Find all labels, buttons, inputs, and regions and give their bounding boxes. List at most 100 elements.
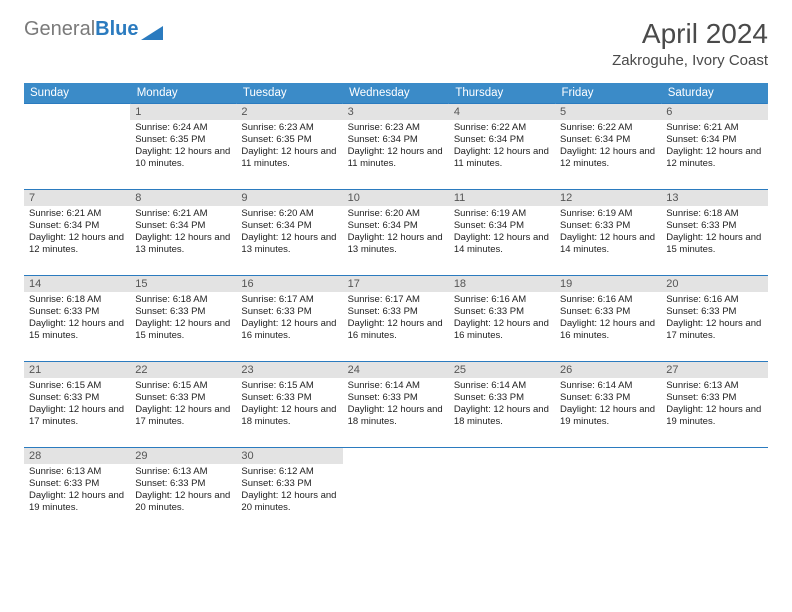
- sunrise-text: Sunrise: 6:13 AM: [666, 380, 762, 392]
- location: Zakroguhe, Ivory Coast: [612, 52, 768, 69]
- sunset-text: Sunset: 6:34 PM: [666, 134, 762, 146]
- day-details: Sunrise: 6:16 AMSunset: 6:33 PMDaylight:…: [449, 292, 555, 346]
- day-details: Sunrise: 6:18 AMSunset: 6:33 PMDaylight:…: [661, 206, 767, 260]
- day-details: Sunrise: 6:18 AMSunset: 6:33 PMDaylight:…: [130, 292, 236, 346]
- sunset-text: Sunset: 6:35 PM: [135, 134, 231, 146]
- daylight-text: Daylight: 12 hours and 17 minutes.: [29, 404, 125, 428]
- calendar-day-cell: 22Sunrise: 6:15 AMSunset: 6:33 PMDayligh…: [130, 362, 236, 448]
- daylight-text: Daylight: 12 hours and 17 minutes.: [666, 318, 762, 342]
- sunset-text: Sunset: 6:33 PM: [348, 392, 444, 404]
- sunset-text: Sunset: 6:33 PM: [454, 392, 550, 404]
- day-number: 2: [236, 104, 342, 120]
- calendar-day-cell: [343, 448, 449, 534]
- sunrise-text: Sunrise: 6:14 AM: [454, 380, 550, 392]
- day-header: Thursday: [449, 83, 555, 104]
- sunset-text: Sunset: 6:33 PM: [348, 306, 444, 318]
- day-details: Sunrise: 6:21 AMSunset: 6:34 PMDaylight:…: [130, 206, 236, 260]
- day-details: Sunrise: 6:14 AMSunset: 6:33 PMDaylight:…: [343, 378, 449, 432]
- logo: GeneralBlue: [24, 18, 163, 41]
- day-details: Sunrise: 6:13 AMSunset: 6:33 PMDaylight:…: [661, 378, 767, 432]
- sunrise-text: Sunrise: 6:17 AM: [241, 294, 337, 306]
- calendar-day-cell: 20Sunrise: 6:16 AMSunset: 6:33 PMDayligh…: [661, 276, 767, 362]
- day-number: 15: [130, 276, 236, 292]
- day-details: Sunrise: 6:12 AMSunset: 6:33 PMDaylight:…: [236, 464, 342, 518]
- day-header: Sunday: [24, 83, 130, 104]
- calendar-day-cell: 17Sunrise: 6:17 AMSunset: 6:33 PMDayligh…: [343, 276, 449, 362]
- day-number: 5: [555, 104, 661, 120]
- daylight-text: Daylight: 12 hours and 18 minutes.: [241, 404, 337, 428]
- daylight-text: Daylight: 12 hours and 10 minutes.: [135, 146, 231, 170]
- day-header: Wednesday: [343, 83, 449, 104]
- calendar-day-cell: 21Sunrise: 6:15 AMSunset: 6:33 PMDayligh…: [24, 362, 130, 448]
- day-details: Sunrise: 6:15 AMSunset: 6:33 PMDaylight:…: [130, 378, 236, 432]
- sunset-text: Sunset: 6:33 PM: [454, 306, 550, 318]
- calendar-day-cell: 3Sunrise: 6:23 AMSunset: 6:34 PMDaylight…: [343, 104, 449, 190]
- calendar-day-cell: 15Sunrise: 6:18 AMSunset: 6:33 PMDayligh…: [130, 276, 236, 362]
- daylight-text: Daylight: 12 hours and 11 minutes.: [348, 146, 444, 170]
- daylight-text: Daylight: 12 hours and 19 minutes.: [560, 404, 656, 428]
- sunrise-text: Sunrise: 6:18 AM: [666, 208, 762, 220]
- calendar-day-cell: 2Sunrise: 6:23 AMSunset: 6:35 PMDaylight…: [236, 104, 342, 190]
- sunrise-text: Sunrise: 6:15 AM: [241, 380, 337, 392]
- sunrise-text: Sunrise: 6:13 AM: [135, 466, 231, 478]
- day-number: 12: [555, 190, 661, 206]
- daylight-text: Daylight: 12 hours and 19 minutes.: [666, 404, 762, 428]
- sunrise-text: Sunrise: 6:14 AM: [560, 380, 656, 392]
- day-details: Sunrise: 6:15 AMSunset: 6:33 PMDaylight:…: [236, 378, 342, 432]
- day-details: Sunrise: 6:16 AMSunset: 6:33 PMDaylight:…: [555, 292, 661, 346]
- day-details: Sunrise: 6:22 AMSunset: 6:34 PMDaylight:…: [555, 120, 661, 174]
- sunset-text: Sunset: 6:33 PM: [135, 306, 231, 318]
- calendar-day-cell: [449, 448, 555, 534]
- day-details: Sunrise: 6:20 AMSunset: 6:34 PMDaylight:…: [236, 206, 342, 260]
- daylight-text: Daylight: 12 hours and 16 minutes.: [241, 318, 337, 342]
- day-header: Monday: [130, 83, 236, 104]
- sunrise-text: Sunrise: 6:15 AM: [29, 380, 125, 392]
- daylight-text: Daylight: 12 hours and 11 minutes.: [454, 146, 550, 170]
- calendar-page: { "logo": { "text_gray": "General", "tex…: [0, 0, 792, 552]
- day-number: 18: [449, 276, 555, 292]
- day-number: 20: [661, 276, 767, 292]
- title-block: April 2024 Zakroguhe, Ivory Coast: [612, 18, 768, 69]
- sunset-text: Sunset: 6:33 PM: [241, 478, 337, 490]
- sunrise-text: Sunrise: 6:24 AM: [135, 122, 231, 134]
- calendar-day-cell: 18Sunrise: 6:16 AMSunset: 6:33 PMDayligh…: [449, 276, 555, 362]
- sunrise-text: Sunrise: 6:19 AM: [560, 208, 656, 220]
- calendar-day-cell: 6Sunrise: 6:21 AMSunset: 6:34 PMDaylight…: [661, 104, 767, 190]
- daylight-text: Daylight: 12 hours and 11 minutes.: [241, 146, 337, 170]
- calendar-week-row: 1Sunrise: 6:24 AMSunset: 6:35 PMDaylight…: [24, 104, 768, 190]
- calendar-day-cell: [555, 448, 661, 534]
- sunset-text: Sunset: 6:33 PM: [29, 306, 125, 318]
- day-number: 28: [24, 448, 130, 464]
- calendar-day-cell: 27Sunrise: 6:13 AMSunset: 6:33 PMDayligh…: [661, 362, 767, 448]
- day-number: 21: [24, 362, 130, 378]
- daylight-text: Daylight: 12 hours and 18 minutes.: [454, 404, 550, 428]
- day-details: Sunrise: 6:23 AMSunset: 6:35 PMDaylight:…: [236, 120, 342, 174]
- day-number: 25: [449, 362, 555, 378]
- day-details: Sunrise: 6:13 AMSunset: 6:33 PMDaylight:…: [24, 464, 130, 518]
- day-number: 8: [130, 190, 236, 206]
- day-number: 1: [130, 104, 236, 120]
- sunrise-text: Sunrise: 6:21 AM: [666, 122, 762, 134]
- header: GeneralBlue April 2024 Zakroguhe, Ivory …: [24, 18, 768, 69]
- day-number: 17: [343, 276, 449, 292]
- sunrise-text: Sunrise: 6:17 AM: [348, 294, 444, 306]
- daylight-text: Daylight: 12 hours and 13 minutes.: [241, 232, 337, 256]
- day-number: 3: [343, 104, 449, 120]
- daylight-text: Daylight: 12 hours and 13 minutes.: [135, 232, 231, 256]
- calendar-day-cell: [24, 104, 130, 190]
- day-details: Sunrise: 6:24 AMSunset: 6:35 PMDaylight:…: [130, 120, 236, 174]
- day-details: Sunrise: 6:18 AMSunset: 6:33 PMDaylight:…: [24, 292, 130, 346]
- calendar-day-cell: 26Sunrise: 6:14 AMSunset: 6:33 PMDayligh…: [555, 362, 661, 448]
- daylight-text: Daylight: 12 hours and 12 minutes.: [560, 146, 656, 170]
- calendar-day-cell: 28Sunrise: 6:13 AMSunset: 6:33 PMDayligh…: [24, 448, 130, 534]
- sunset-text: Sunset: 6:34 PM: [348, 134, 444, 146]
- day-number: 10: [343, 190, 449, 206]
- sunset-text: Sunset: 6:33 PM: [666, 220, 762, 232]
- sunset-text: Sunset: 6:35 PM: [241, 134, 337, 146]
- day-details: Sunrise: 6:16 AMSunset: 6:33 PMDaylight:…: [661, 292, 767, 346]
- daylight-text: Daylight: 12 hours and 14 minutes.: [560, 232, 656, 256]
- daylight-text: Daylight: 12 hours and 13 minutes.: [348, 232, 444, 256]
- sunrise-text: Sunrise: 6:21 AM: [29, 208, 125, 220]
- day-number: 27: [661, 362, 767, 378]
- sunrise-text: Sunrise: 6:23 AM: [241, 122, 337, 134]
